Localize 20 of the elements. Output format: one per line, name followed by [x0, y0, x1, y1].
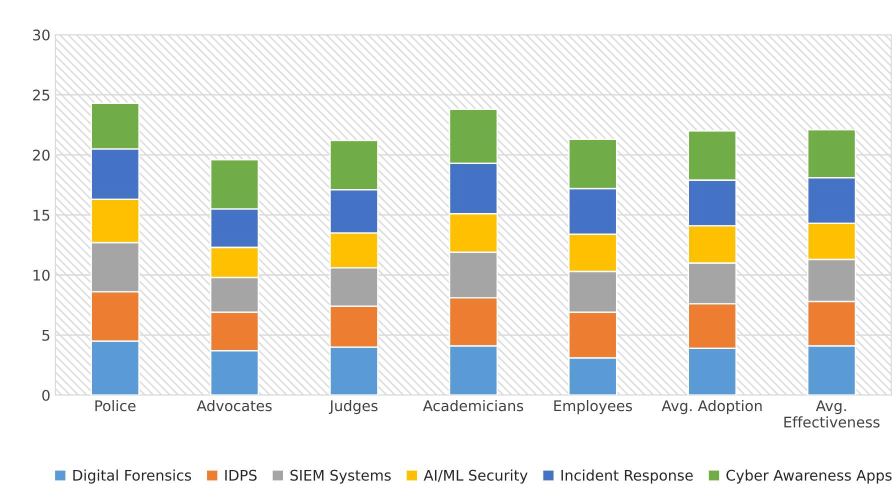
y-tick-label: 0: [42, 390, 50, 401]
x-tick-label: Judges: [328, 400, 378, 414]
y-tick-label: 30: [33, 30, 50, 41]
legend-label: IDPS: [225, 470, 257, 481]
x-tick-label: Academicians: [422, 400, 524, 412]
y-tick-label: 25: [33, 90, 50, 101]
x-tick-label: Police: [95, 400, 136, 412]
y-tick-label: 10: [34, 270, 50, 281]
y-tick-label: 15: [34, 210, 50, 221]
x-tick-label: Avg. Effectiveness: [784, 400, 880, 428]
x-tick-label: Advocates: [196, 400, 272, 412]
x-tick-label: Avg. Adoption: [662, 400, 762, 414]
legend-label: AI/ML Security: [424, 469, 528, 484]
legend-label: SIEM Systems: [290, 470, 391, 484]
legend-label: Digital Forensics: [73, 469, 192, 484]
x-tick-label: Employees: [554, 400, 632, 414]
y-tick-label: 5: [42, 330, 50, 341]
legend-label: Incident Response: [562, 469, 693, 484]
y-tick-label: 20: [33, 150, 50, 161]
legend-label: Cyber Awareness Apps: [726, 469, 892, 484]
